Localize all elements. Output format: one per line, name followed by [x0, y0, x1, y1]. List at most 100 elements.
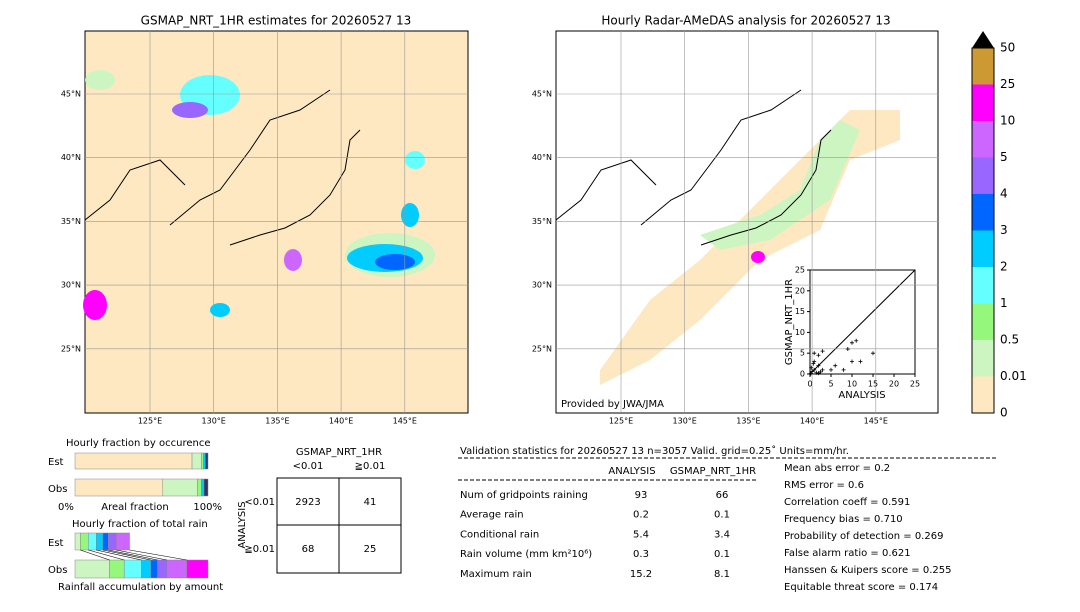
fraction-segment [96, 532, 104, 551]
stat-value: 5.4 [633, 529, 649, 540]
point [850, 340, 854, 345]
cell-value: 25 [364, 544, 377, 555]
colorbar-label: 10 [1000, 114, 1015, 128]
score: RMS error = 0.6 [784, 480, 864, 491]
panel-title: Hourly fraction of total rain [72, 519, 208, 530]
fraction-segment [74, 532, 81, 551]
connector [96, 549, 142, 561]
fraction-segment [150, 559, 158, 579]
colorbar-segment [972, 84, 994, 121]
colorbar-label: 1 [1000, 296, 1008, 310]
point [820, 349, 825, 354]
fraction-segment [186, 559, 209, 579]
point [854, 338, 859, 343]
point [812, 351, 817, 356]
lon-label: 135°E [736, 417, 760, 426]
lon-label: 145°E [393, 417, 417, 426]
inset-bg [783, 268, 923, 400]
point [814, 370, 819, 375]
lon-label: 130°E [673, 417, 697, 426]
fraction-segment [157, 559, 168, 579]
lat-label: 45°N [61, 90, 81, 99]
lon-label: 140°E [800, 417, 824, 426]
y-tick-label: 0 [800, 370, 805, 379]
fraction-segment [191, 452, 202, 470]
row-label: <0.01 [244, 497, 275, 508]
stat-value: 3.4 [714, 529, 730, 540]
coastline [84, 89, 832, 246]
fraction-segment [123, 559, 142, 579]
fraction-segment [203, 452, 206, 470]
point [820, 367, 825, 372]
lat-label: 35°N [532, 217, 552, 226]
colorbar-label: 3 [1000, 223, 1008, 237]
stat-value: 0.2 [633, 510, 649, 521]
x-tick-label: 5 [828, 380, 833, 389]
lat-label: 45°N [532, 90, 552, 99]
stat-label: Rain volume (mm km²10⁶) [460, 549, 592, 560]
point [850, 359, 854, 364]
lat-label: 40°N [532, 153, 552, 162]
point [829, 367, 833, 372]
colorbar-segment [972, 340, 994, 377]
stat-label: Num of gridpoints raining [460, 490, 588, 501]
stat-value: 0.1 [714, 549, 730, 560]
point [816, 353, 821, 358]
point [809, 365, 814, 370]
colorbar-label: 0.5 [1000, 333, 1019, 347]
axis-label: 0% [58, 502, 74, 513]
fraction-segment [162, 478, 198, 497]
colorbar-label: 0 [1000, 406, 1008, 420]
panel-footer: Rainfall accumulation by amount [58, 582, 223, 593]
lat-label: 40°N [61, 153, 81, 162]
colorbar-segment [972, 303, 994, 340]
score: Correlation coeff = 0.591 [784, 497, 910, 508]
x-tick-label: 0 [807, 380, 812, 389]
table-grid [276, 477, 402, 574]
fraction-segment [108, 532, 117, 551]
x-tick-label: 10 [847, 380, 857, 389]
y-axis-label: GSMAP_NRT_1HR [784, 279, 795, 365]
colorbar-segment [972, 121, 994, 158]
col-label: <0.01 [293, 461, 324, 472]
score: Equitable threat score = 0.174 [784, 582, 938, 593]
row-label: Est [48, 538, 64, 549]
y-tick-label: 25 [795, 266, 805, 275]
colorbar-label: 0.01 [1000, 369, 1027, 383]
connector [116, 549, 167, 561]
col-label: ≧0.01 [355, 461, 386, 472]
connector [80, 549, 110, 561]
point [845, 347, 850, 352]
point [808, 371, 813, 376]
y-tick-label: 20 [795, 286, 805, 295]
colorbar-segment [972, 376, 994, 413]
fraction-segment [115, 532, 130, 551]
stat-value: 66 [716, 490, 729, 501]
cell-value: 41 [364, 497, 377, 508]
point [858, 359, 863, 364]
cell-value: 68 [302, 544, 315, 555]
lon-label: 135°E [265, 417, 289, 426]
fraction-segment [205, 452, 209, 470]
lat-label: 30°N [532, 281, 552, 290]
row-label: Est [48, 457, 64, 468]
map-title: GSMAP_NRT_1HR estimates for 20260527 13 [141, 14, 412, 28]
score: False alarm ratio = 0.621 [784, 548, 911, 559]
point [833, 363, 838, 368]
panel-title: Hourly fraction by occurence [66, 438, 210, 449]
fraction-segment [74, 478, 164, 497]
fraction-segment [166, 559, 187, 579]
stat-value: 0.1 [714, 510, 730, 521]
fraction-segment [141, 559, 152, 579]
fraction-segment [201, 452, 204, 470]
stat-value: 15.2 [630, 569, 652, 580]
point [841, 367, 846, 372]
stat-label: Average rain [460, 510, 524, 521]
validation-title: Validation statistics for 20260527 13 n=… [460, 445, 849, 457]
x-tick-label: 20 [889, 380, 899, 389]
point [811, 361, 816, 366]
stat-value: 93 [635, 490, 648, 501]
fraction-segment [203, 478, 209, 497]
colorbar-segment [972, 194, 994, 231]
connector [108, 549, 158, 561]
